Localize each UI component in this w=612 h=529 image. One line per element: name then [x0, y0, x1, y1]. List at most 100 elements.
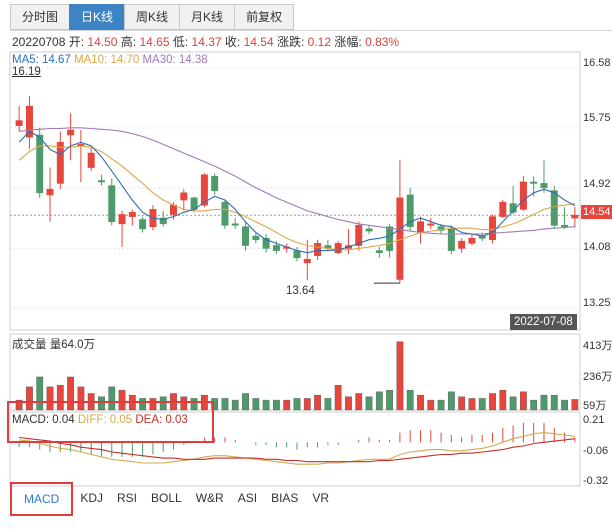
- candle-body-52: [550, 190, 558, 226]
- volume-bar-48: [509, 396, 517, 411]
- indicator-tab-vr[interactable]: VR: [312, 491, 330, 505]
- volume-bar-5: [67, 376, 74, 411]
- volume-bar-43: [458, 396, 466, 411]
- indicator-tab-asi[interactable]: ASI: [237, 491, 258, 505]
- candle-body-43: [458, 240, 466, 249]
- pct-value: 0.83%: [365, 35, 400, 49]
- close-label: 收:: [224, 35, 241, 49]
- pct-label: 涨幅:: [334, 35, 362, 49]
- indicator-tab-wr[interactable]: W&R: [195, 491, 224, 505]
- candle-body-35: [375, 250, 383, 254]
- macd-tick-2: -0.32: [583, 475, 609, 487]
- current-price-tag: 14.54: [581, 205, 612, 219]
- volume-bar-17: [190, 398, 198, 411]
- crosshair-date: 2022-07-08: [510, 314, 577, 330]
- candle-body-47: [499, 201, 507, 217]
- candle-body-5: [67, 129, 75, 136]
- volume-bar-34: [365, 396, 373, 411]
- volume-bar-3: [46, 386, 54, 411]
- candle-body-10: [118, 214, 126, 225]
- volume-bar-27: [293, 398, 301, 411]
- candle-body-39: [417, 221, 424, 233]
- tab-forward-adjust[interactable]: 前复权: [234, 4, 295, 30]
- volume-bar-30: [324, 398, 332, 411]
- price-tick-2: 14.92: [583, 178, 611, 190]
- volume-bar-6: [77, 386, 85, 411]
- ma-legend: MA5: 14.67 MA10: 14.70 MA30: 14.38: [12, 54, 208, 66]
- volume-bar-51: [540, 394, 548, 411]
- tab-weekly-k[interactable]: 周K线: [124, 4, 180, 30]
- indicator-tab-boll[interactable]: BOLL: [151, 491, 182, 505]
- volume-bar-1: [26, 386, 33, 411]
- indicator-tab-kdj[interactable]: KDJ: [80, 491, 104, 505]
- close-value: 14.54: [243, 35, 274, 49]
- candle-body-3: [46, 188, 54, 196]
- candle-body-1: [25, 105, 33, 138]
- price-pane-frame: [9, 51, 581, 331]
- candle-body-28: [303, 258, 311, 264]
- dea-line: [19, 436, 575, 463]
- volume-bar-33: [355, 393, 363, 411]
- volume-bar-53: [561, 399, 568, 411]
- volume-bar-23: [252, 398, 260, 411]
- candle-body-16: [180, 192, 188, 201]
- tab-intraday[interactable]: 分时图: [10, 4, 70, 30]
- volume-bar-50: [530, 399, 538, 411]
- volume-bar-49: [520, 391, 527, 411]
- candle-body-21: [231, 223, 239, 226]
- volume-bar-42: [447, 391, 455, 411]
- quote-bar: 20220708 开: 14.50 高: 14.65 低: 14.37 收: 1…: [12, 33, 399, 50]
- indicator-tab-bias[interactable]: BIAS: [271, 491, 299, 505]
- ma10-line: [18, 145, 575, 251]
- candle-body-46: [489, 216, 497, 241]
- diff-line: [19, 432, 575, 465]
- volume-bar-0: [15, 399, 23, 411]
- price-tick-4: 13.25: [583, 297, 611, 309]
- candle-body-0: [15, 120, 23, 126]
- candle-body-44: [468, 237, 476, 244]
- tab-daily-k[interactable]: 日K线: [69, 4, 125, 30]
- high-label: 高:: [120, 35, 137, 49]
- volume-bar-26: [283, 399, 291, 411]
- volume-bar-37: [396, 341, 404, 411]
- volume-bar-32: [345, 396, 352, 411]
- volume-bar-35: [375, 391, 383, 411]
- volume-bar-52: [550, 394, 558, 411]
- volume-bar-13: [149, 398, 157, 411]
- macd-tick-0: 0.21: [583, 414, 605, 426]
- volume-bar-25: [273, 399, 280, 411]
- candle-body-36: [386, 226, 394, 251]
- dea-value: DEA: 0.03: [135, 414, 188, 426]
- macd-tick-1: -0.06: [583, 445, 609, 457]
- candle-body-9: [108, 185, 116, 222]
- open-value: 14.50: [87, 35, 118, 49]
- candle-body-22: [242, 226, 250, 246]
- candle-body-29: [314, 243, 322, 256]
- volume-bar-38: [406, 389, 414, 411]
- volume-bar-29: [314, 394, 321, 411]
- volume-bar-40: [427, 399, 435, 411]
- candle-body-7: [87, 152, 95, 168]
- period-tabs: 分时图 日K线 周K线 月K线 前复权: [10, 4, 295, 30]
- low-value: 14.37: [191, 35, 222, 49]
- indicator-tab-macd[interactable]: MACD: [10, 482, 74, 516]
- indicator-tabs: MACD KDJ RSI BOLL W&R ASI BIAS VR: [10, 482, 336, 516]
- volume-bar-4: [56, 385, 64, 411]
- indicator-tab-rsi[interactable]: RSI: [117, 491, 138, 505]
- candle-body-8: [97, 180, 105, 183]
- volume-tick-2: 59万: [583, 400, 607, 412]
- volume-bar-21: [231, 399, 239, 411]
- candle-body-14: [159, 217, 167, 225]
- candle-body-27: [293, 250, 301, 259]
- volume-bar-19: [211, 398, 219, 411]
- volume-bar-44: [468, 398, 476, 411]
- volume-tick-1: 236万: [583, 371, 612, 383]
- max-price-annotation: 16.19: [12, 66, 41, 78]
- candle-body-23: [252, 235, 260, 241]
- volume-bar-54: [571, 399, 579, 411]
- change-label: 涨跌:: [276, 35, 305, 49]
- candle-body-34: [365, 228, 373, 232]
- tab-monthly-k[interactable]: 月K线: [179, 4, 235, 30]
- open-label: 开:: [68, 35, 85, 49]
